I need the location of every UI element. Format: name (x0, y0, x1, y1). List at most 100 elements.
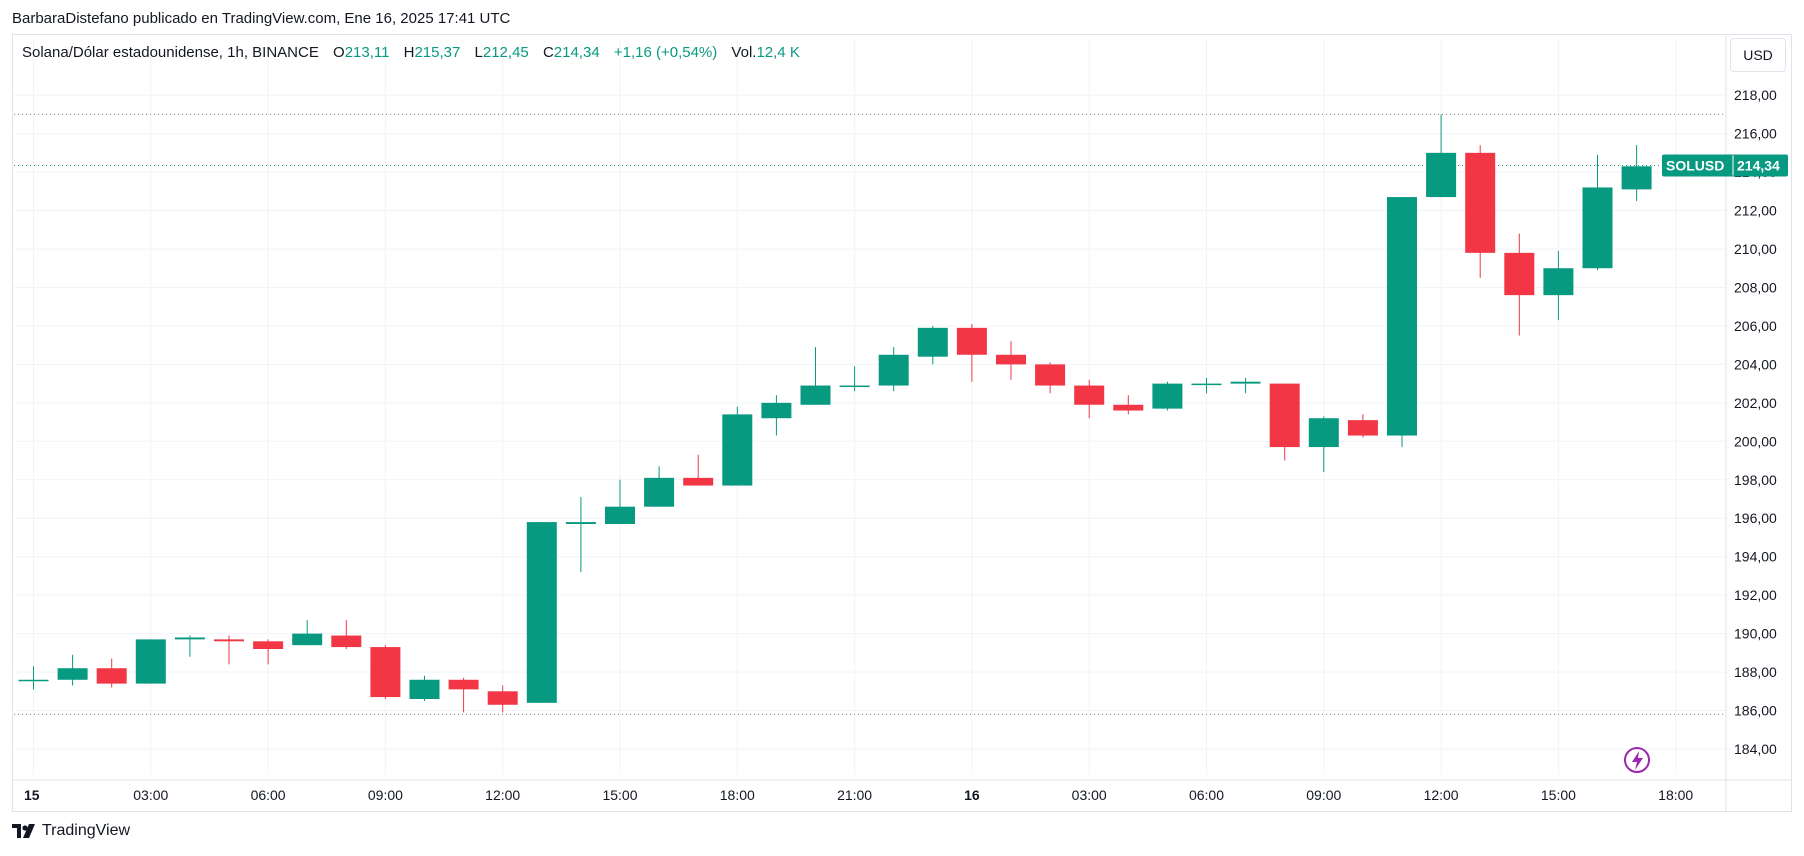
candle-body (174, 637, 205, 640)
candle (1621, 145, 1652, 201)
last-price-tag: SOLUSD 214,34 (1662, 154, 1788, 177)
chart-frame (12, 34, 1792, 812)
candle (253, 639, 284, 665)
candle (605, 479, 635, 524)
candle (1113, 395, 1144, 415)
high-label: H (403, 44, 415, 61)
candle (1582, 154, 1613, 271)
candles (18, 114, 1652, 713)
candle (370, 645, 401, 699)
candle-body (214, 639, 244, 642)
candle (878, 347, 909, 392)
candle (57, 654, 88, 686)
candle (448, 677, 479, 713)
grid-layer (12, 34, 1792, 812)
symbol-description: Solana/Dólar estadounidense, 1h, BINANCE (22, 44, 319, 61)
candle (96, 658, 127, 688)
volume-value: 12,4 K (756, 44, 800, 61)
candle (1152, 381, 1183, 411)
candle (1230, 377, 1261, 394)
candle (1426, 114, 1457, 198)
candle (683, 454, 714, 486)
candle-body (917, 327, 948, 357)
candle (1347, 414, 1378, 438)
price-lines (14, 113, 1726, 715)
tradingview-brand: TradingView (42, 822, 131, 839)
candle-body (565, 522, 596, 524)
tradingview-footer[interactable]: TradingView (12, 822, 130, 840)
candle (996, 341, 1026, 380)
candle-body (487, 691, 518, 705)
candle-body (1426, 152, 1457, 198)
candle (1308, 416, 1339, 473)
x-tick-label: 03:00 (133, 787, 168, 803)
candle-body (722, 414, 753, 486)
candle (761, 395, 792, 436)
candle (800, 347, 831, 405)
replay-lightning-icon[interactable] (1624, 747, 1650, 773)
candle-body (370, 647, 401, 698)
candle (1387, 197, 1417, 448)
y-tick-label: 202,00 (1734, 395, 1777, 411)
candle-body (683, 477, 714, 486)
y-tick-label: 208,00 (1734, 279, 1777, 295)
candle-body (1152, 383, 1183, 409)
open-value: 213,11 (344, 44, 390, 61)
y-tick-label: 188,00 (1734, 664, 1777, 680)
candle-body (1035, 364, 1066, 386)
x-tick-label: 12:00 (485, 787, 520, 803)
candle (565, 497, 596, 573)
candle (214, 635, 244, 665)
candle-body (1504, 252, 1535, 296)
low-value: 212,45 (482, 44, 529, 61)
x-tick-label: 03:00 (1072, 787, 1107, 803)
candle-body (448, 679, 479, 690)
candlestick-chart[interactable]: 184,00 186,00 188,00 190,00 192,00 194,00 196,… (0, 0, 1804, 820)
candle-body (331, 635, 362, 648)
candle (1543, 250, 1574, 321)
price-axis: 184,00 186,00 188,00 190,00 192,00 194,00 196,… (1734, 87, 1777, 757)
x-tick-label: 18:00 (1658, 787, 1693, 803)
candle-body (1308, 418, 1339, 448)
candle-body (292, 633, 323, 646)
high-value: 215,37 (414, 44, 461, 61)
x-tick-label: 16 (964, 787, 980, 803)
x-tick-label: 15 (24, 787, 40, 803)
y-tick-label: 218,00 (1734, 87, 1777, 103)
candle-body (1621, 166, 1652, 190)
candle (1269, 383, 1300, 461)
candle-body (761, 402, 792, 419)
ohlc-legend: Solana/Dólar estadounidense, 1h, BINANCE… (22, 44, 800, 61)
y-tick-label: 200,00 (1734, 433, 1777, 449)
y-tick-label: 210,00 (1734, 241, 1777, 257)
candle (1465, 145, 1496, 278)
candle-body (96, 668, 127, 684)
candle-body (1113, 404, 1144, 411)
x-tick-label: 12:00 (1424, 787, 1459, 803)
candle-body (1387, 197, 1417, 436)
price-tag-symbol: SOLUSD (1666, 158, 1724, 174)
y-tick-label: 186,00 (1734, 703, 1777, 719)
candle (174, 635, 205, 657)
currency-button[interactable]: USD (1730, 38, 1786, 72)
candle-body (1230, 381, 1261, 384)
candle (487, 685, 518, 713)
candle (1035, 362, 1066, 394)
price-tag-value: 214,34 (1737, 158, 1780, 174)
x-tick-label: 06:00 (251, 787, 286, 803)
candle-body (956, 327, 987, 355)
candle-body (1465, 152, 1496, 253)
candle (722, 406, 753, 486)
x-tick-label: 09:00 (1306, 787, 1341, 803)
candle-body (57, 668, 88, 680)
candle-body (1582, 187, 1613, 269)
open-label: O (333, 44, 345, 61)
y-tick-label: 198,00 (1734, 472, 1777, 488)
candle-body (996, 354, 1026, 365)
y-tick-label: 206,00 (1734, 318, 1777, 334)
close-value: 214,34 (553, 44, 600, 61)
y-tick-label: 196,00 (1734, 510, 1777, 526)
candle (135, 639, 166, 684)
y-tick-label: 184,00 (1734, 741, 1777, 757)
candle-body (839, 385, 870, 388)
